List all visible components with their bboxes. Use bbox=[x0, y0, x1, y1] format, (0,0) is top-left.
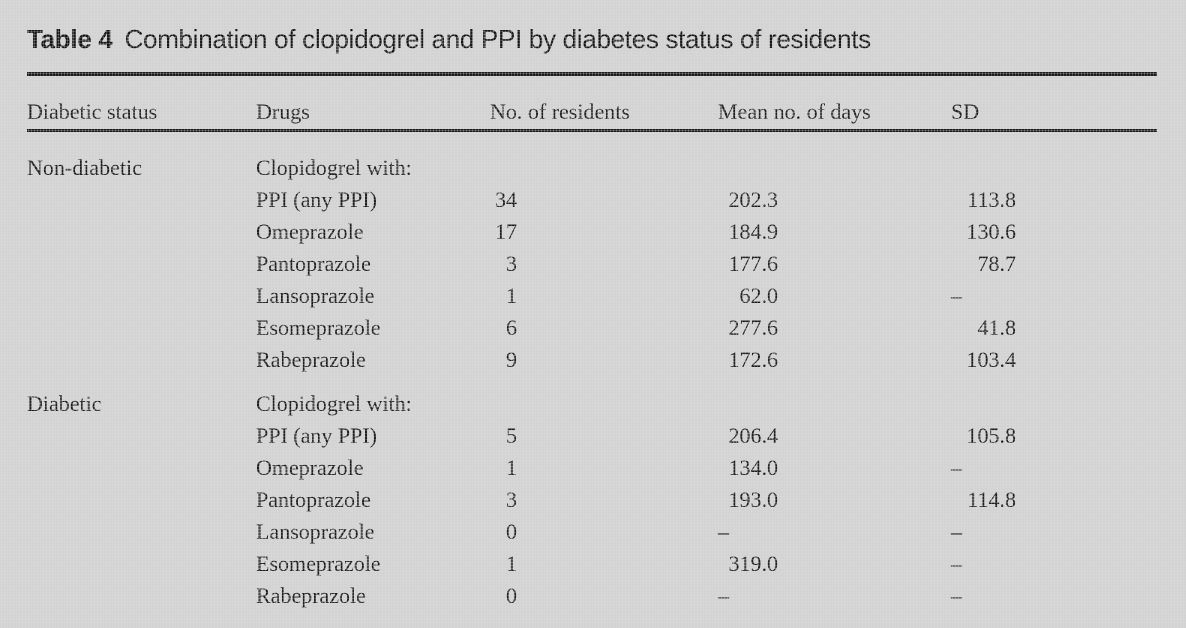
cell-mean-days: 172.6 bbox=[728, 347, 779, 372]
table-row: Esomeprazole 1 319.0 – bbox=[0, 548, 1186, 580]
cell-residents: 6 bbox=[506, 315, 517, 340]
table-row: Omeprazole 17 184.9 130.6 bbox=[0, 216, 1186, 248]
table-row: Rabeprazole 9 172.6 103.4 bbox=[0, 344, 1186, 376]
cell-drug: Clopidogrel with: bbox=[256, 391, 412, 416]
table-row: Non-diabetic Clopidogrel with: bbox=[0, 152, 1186, 184]
cell-residents: 17 bbox=[495, 219, 517, 244]
cell-sd: – bbox=[951, 583, 962, 608]
table-row: Omeprazole 1 134.0 – bbox=[0, 452, 1186, 484]
table-row: Lansoprazole 1 62.0 – bbox=[0, 280, 1186, 312]
cell-sd: – bbox=[951, 551, 962, 576]
cell-sd: 41.8 bbox=[977, 315, 1017, 340]
cell-mean-days: – bbox=[718, 583, 729, 608]
table-header-row: Diabetic status Drugs No. of residents M… bbox=[0, 96, 1186, 128]
cell-mean-days: 177.6 bbox=[728, 251, 779, 276]
header-mean-no-of-days: Mean no. of days bbox=[718, 99, 871, 124]
cell-sd: – bbox=[951, 283, 962, 308]
cell-drug: PPI (any PPI) bbox=[256, 423, 378, 448]
table-row: Pantoprazole 3 177.6 78.7 bbox=[0, 248, 1186, 280]
header-sd: SD bbox=[951, 99, 980, 124]
table-row: Lansoprazole 0 – – bbox=[0, 516, 1186, 548]
cell-mean-days: – bbox=[718, 519, 729, 544]
cell-status: Diabetic bbox=[27, 391, 102, 416]
cell-mean-days: 206.4 bbox=[728, 423, 779, 448]
cell-residents: 3 bbox=[506, 251, 517, 276]
cell-drug: Esomeprazole bbox=[256, 315, 381, 340]
cell-drug: Pantoprazole bbox=[256, 251, 371, 276]
cell-residents: 34 bbox=[495, 187, 517, 212]
cell-mean-days: 277.6 bbox=[728, 315, 779, 340]
table-body: Non-diabetic Clopidogrel with: PPI (any … bbox=[0, 152, 1186, 612]
cell-mean-days: 184.9 bbox=[728, 219, 779, 244]
header-no-of-residents: No. of residents bbox=[490, 99, 630, 124]
cell-residents: 1 bbox=[506, 455, 517, 480]
cell-residents: 3 bbox=[506, 487, 517, 512]
cell-mean-days: 62.0 bbox=[739, 283, 779, 308]
cell-drug: Esomeprazole bbox=[256, 551, 381, 576]
cell-mean-days: 193.0 bbox=[728, 487, 779, 512]
header-rule bbox=[27, 129, 1157, 132]
cell-residents: 0 bbox=[506, 519, 517, 544]
cell-residents: 5 bbox=[506, 423, 517, 448]
table-row: Esomeprazole 6 277.6 41.8 bbox=[0, 312, 1186, 344]
cell-drug: Clopidogrel with: bbox=[256, 155, 412, 180]
cell-sd: 78.7 bbox=[977, 251, 1017, 276]
cell-mean-days: 134.0 bbox=[728, 455, 779, 480]
table-row: Rabeprazole 0 – – bbox=[0, 580, 1186, 612]
cell-drug: Rabeprazole bbox=[256, 347, 366, 372]
cell-mean-days: 202.3 bbox=[728, 187, 779, 212]
cell-sd: 130.6 bbox=[966, 219, 1017, 244]
table-caption: Combination of clopidogrel and PPI by di… bbox=[124, 24, 872, 54]
cell-sd: 103.4 bbox=[966, 347, 1017, 372]
table-title: Table 4 Combination of clopidogrel and PP… bbox=[27, 24, 871, 55]
cell-sd: 114.8 bbox=[967, 487, 1016, 512]
cell-drug: Rabeprazole bbox=[256, 583, 366, 608]
cell-drug: Omeprazole bbox=[256, 219, 364, 244]
header-drugs: Drugs bbox=[256, 99, 310, 124]
cell-residents: 1 bbox=[506, 551, 517, 576]
cell-drug: Pantoprazole bbox=[256, 487, 371, 512]
cell-residents: 0 bbox=[506, 583, 517, 608]
top-rule bbox=[27, 72, 1157, 76]
table-row: PPI (any PPI) 5 206.4 105.8 bbox=[0, 420, 1186, 452]
cell-residents: 1 bbox=[506, 283, 517, 308]
cell-mean-days: 319.0 bbox=[728, 551, 779, 576]
header-diabetic-status: Diabetic status bbox=[27, 99, 158, 124]
cell-sd: – bbox=[951, 519, 962, 544]
table-row: PPI (any PPI) 34 202.3 113.8 bbox=[0, 184, 1186, 216]
cell-sd: 113.8 bbox=[967, 187, 1016, 212]
cell-sd: 105.8 bbox=[966, 423, 1017, 448]
cell-status: Non-diabetic bbox=[27, 155, 142, 180]
cell-drug: Lansoprazole bbox=[256, 519, 375, 544]
table-row: Diabetic Clopidogrel with: bbox=[0, 388, 1186, 420]
table-number: Table 4 bbox=[27, 24, 113, 54]
cell-drug: Omeprazole bbox=[256, 455, 364, 480]
cell-sd: – bbox=[951, 455, 962, 480]
table-row: Pantoprazole 3 193.0 114.8 bbox=[0, 484, 1186, 516]
cell-residents: 9 bbox=[506, 347, 517, 372]
cell-drug: PPI (any PPI) bbox=[256, 187, 378, 212]
cell-drug: Lansoprazole bbox=[256, 283, 375, 308]
